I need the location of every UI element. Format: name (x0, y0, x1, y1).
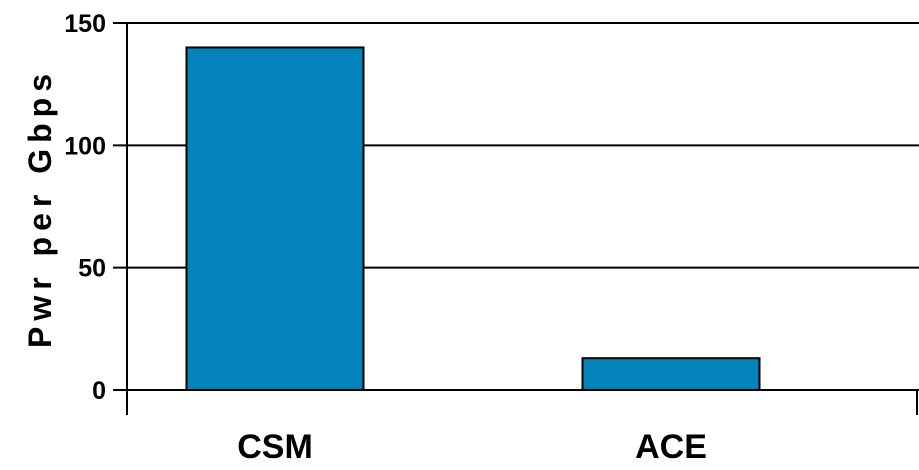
y-tick-label: 50 (78, 255, 106, 283)
x-category-label: CSM (237, 428, 313, 466)
bars (185, 46, 761, 391)
x-category-label: ACE (635, 428, 707, 466)
y-tick-label: 0 (92, 377, 106, 405)
x-category-labels: CSM ACE (237, 428, 707, 466)
bar-ace (581, 357, 761, 391)
y-tick-label: 100 (64, 132, 106, 160)
y-tick-labels: 0 50 100 150 (64, 10, 106, 405)
y-tick-label: 150 (64, 10, 106, 38)
bar-csm (185, 46, 365, 391)
y-axis-title: Pwr per Gbps (22, 68, 58, 348)
axes (126, 23, 919, 415)
